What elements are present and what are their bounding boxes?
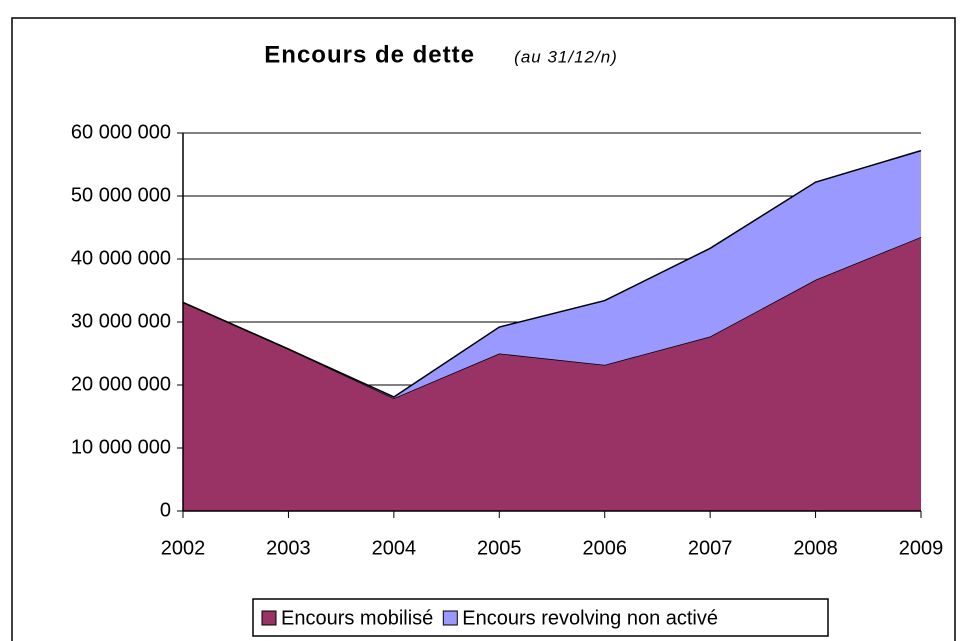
area-line	[182, 149, 922, 398]
x-tick-label: 2009	[899, 537, 944, 559]
x-tick-label: 2007	[688, 537, 733, 559]
x-tick-label: 2008	[793, 537, 838, 559]
y-tick-label: 0	[160, 499, 171, 521]
x-tick-label: 2002	[161, 537, 206, 559]
x-tick-label: 2005	[477, 537, 522, 559]
x-tick-label: 2004	[372, 537, 417, 559]
legend-swatch	[261, 610, 277, 626]
legend-swatch	[442, 610, 458, 626]
y-tick-label: 40 000 000	[71, 247, 171, 269]
y-tick-label: 30 000 000	[71, 310, 171, 332]
y-tick-label: 10 000 000	[71, 436, 171, 458]
y-tick-label: 60 000 000	[71, 121, 171, 143]
x-tick-label: 2006	[582, 537, 627, 559]
legend-box	[252, 598, 829, 637]
area	[183, 236, 921, 511]
y-tick-label: 20 000 000	[71, 373, 171, 395]
y-tick-label: 50 000 000	[71, 184, 171, 206]
area	[183, 150, 921, 399]
legend-label: Encours mobilisé	[281, 607, 433, 629]
chart-title: Encours de dette	[264, 41, 475, 68]
legend-label: Encours revolving non activé	[462, 607, 718, 629]
chart-subtitle: (au 31/12/n)	[514, 47, 618, 66]
x-tick-label: 2003	[266, 537, 311, 559]
